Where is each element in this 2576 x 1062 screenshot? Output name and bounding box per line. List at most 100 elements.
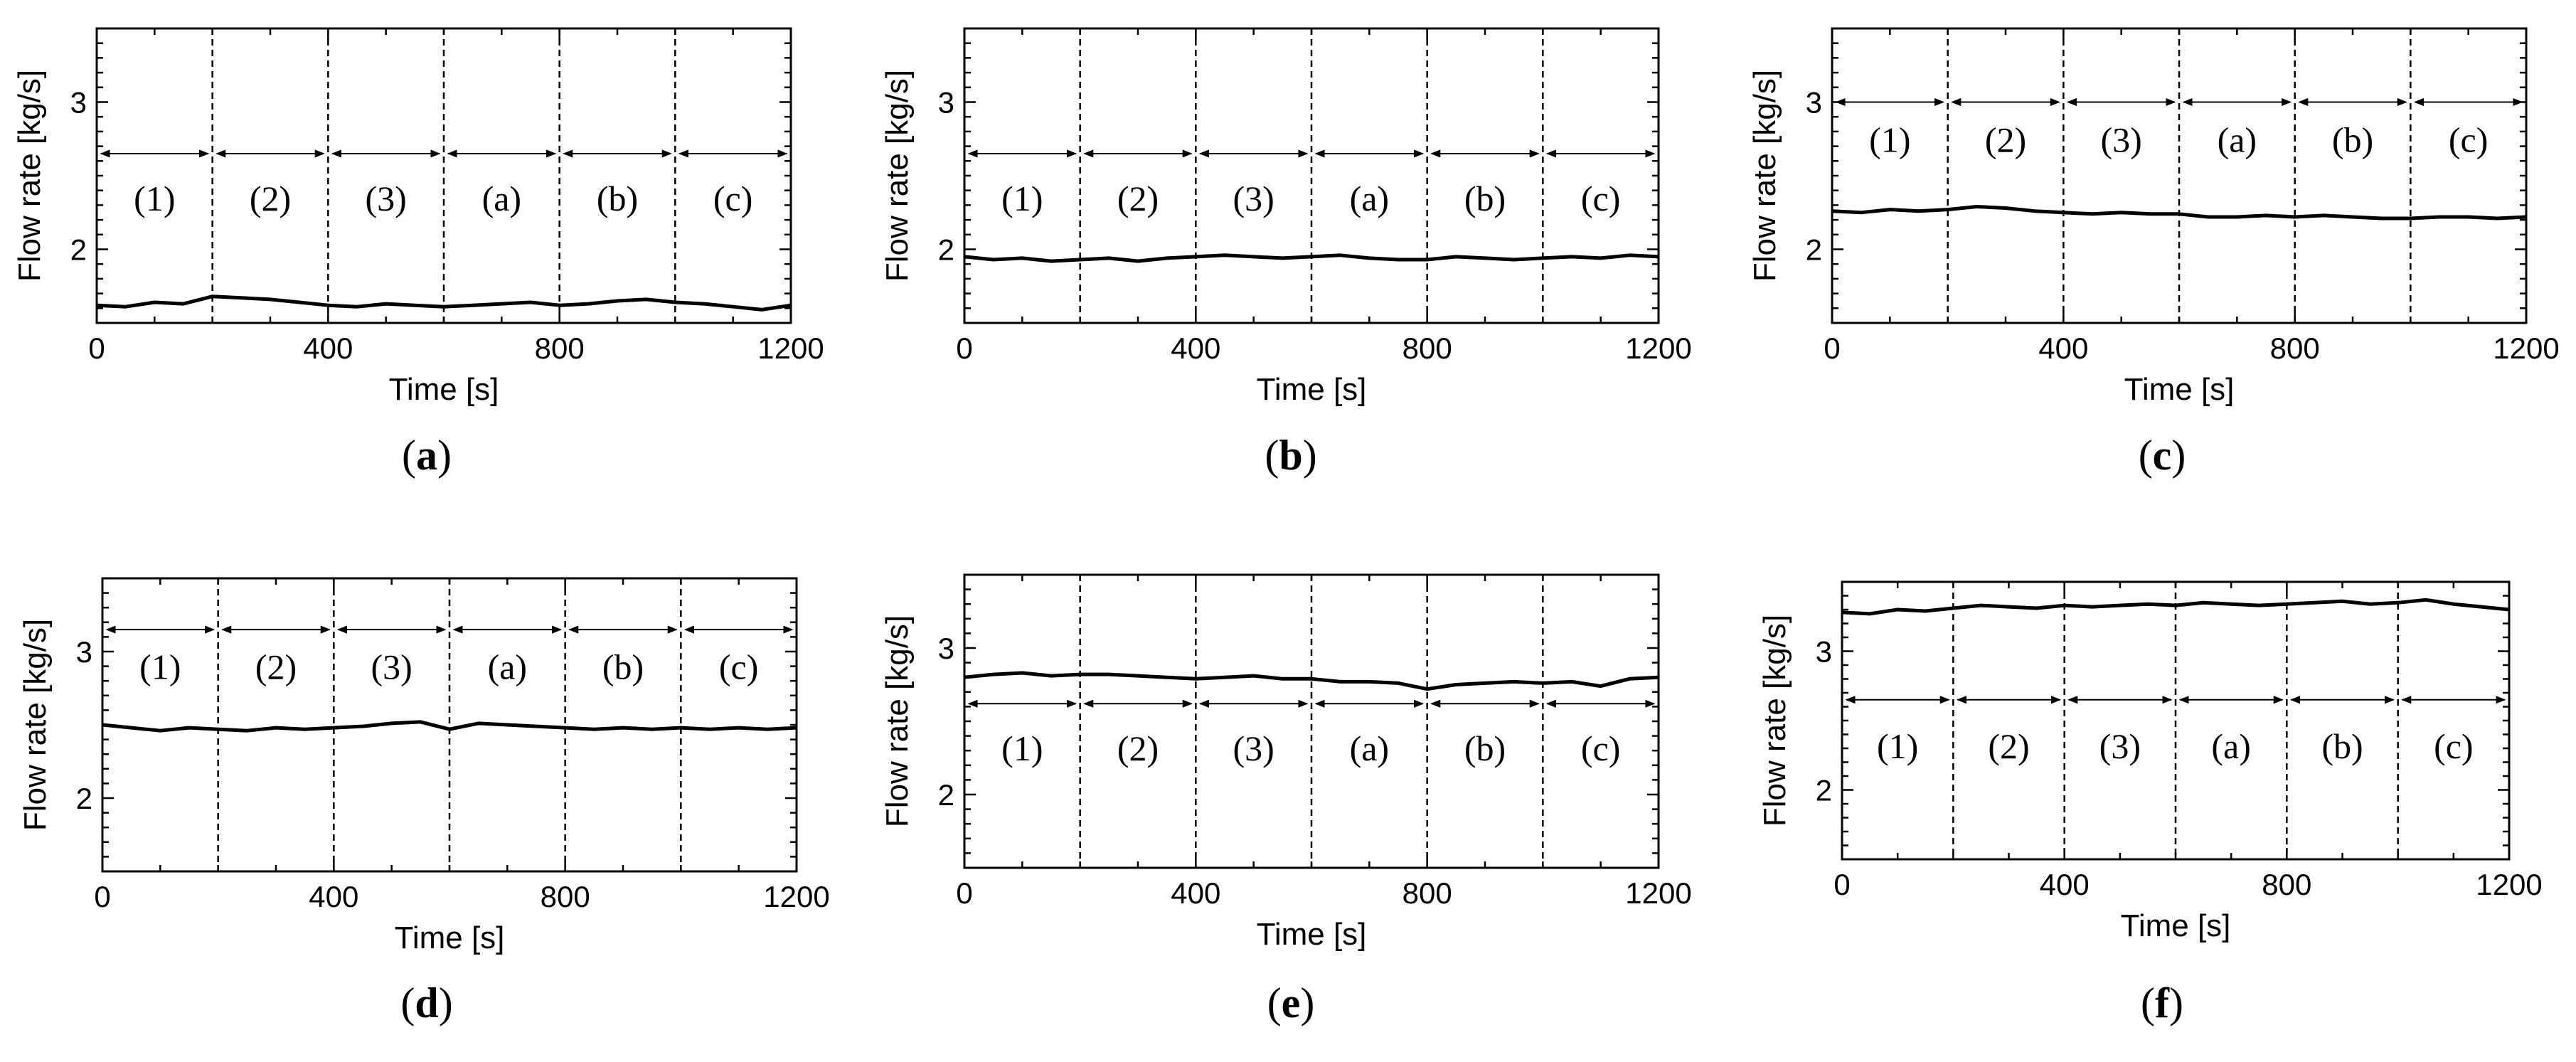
y-tick-label: 2	[76, 782, 92, 815]
flow-rate-series-line	[96, 294, 792, 312]
x-tick-label: 800	[535, 331, 585, 365]
y-tick-label: 3	[70, 86, 87, 120]
segment-label: (2)	[1988, 726, 2029, 766]
segment-label: (3)	[366, 179, 407, 218]
x-tick-label: 0	[956, 331, 972, 365]
segment-label: (a)	[488, 647, 528, 687]
x-tick-label: 1200	[763, 880, 829, 913]
panel-caption: (c)	[2139, 432, 2186, 479]
x-tick-label: 400	[1171, 331, 1220, 365]
y-tick-label: 3	[938, 86, 954, 120]
segment-label: (2)	[1117, 179, 1159, 218]
segment-label: (c)	[2434, 726, 2474, 766]
x-axis-label: Time [s]	[389, 372, 499, 407]
x-tick-label: 400	[2040, 868, 2090, 901]
y-axis-label: Flow rate [kg/s]	[1757, 615, 1792, 827]
x-tick-label: 1200	[757, 331, 824, 365]
x-tick-label: 1200	[1625, 331, 1691, 365]
panel-d: 0 400 800 1200 2 3 Time [s] Flow rate [kg/s] (1)…	[18, 577, 830, 1026]
segment-label: (c)	[2449, 120, 2489, 159]
x-tick-label: 1200	[1625, 876, 1691, 910]
y-tick-label: 3	[76, 635, 92, 669]
y-tick-label: 3	[1816, 635, 1832, 669]
segment-label: (a)	[482, 179, 522, 218]
segment-label: (b)	[1464, 728, 1506, 768]
x-axis-label: Time [s]	[395, 920, 505, 955]
segment-label: (c)	[1581, 179, 1621, 218]
x-axis-label: Time [s]	[1257, 917, 1367, 952]
segment-label: (3)	[371, 647, 413, 687]
segment-label: (b)	[602, 647, 644, 687]
segment-label: (2)	[255, 647, 297, 687]
x-tick-label: 0	[94, 880, 110, 913]
segment-label: (2)	[1117, 728, 1159, 768]
segment-label: (1)	[1877, 726, 1918, 766]
y-tick-label: 2	[1806, 233, 1822, 267]
flow-rate-series-line	[964, 671, 1659, 691]
segment-label: (3)	[1233, 179, 1274, 218]
y-tick-label: 2	[70, 233, 87, 267]
flow-rate-series-line	[102, 720, 797, 733]
segment-label: (2)	[1985, 120, 2026, 159]
x-tick-label: 800	[541, 880, 590, 913]
y-axis-label: Flow rate [kg/s]	[1747, 70, 1782, 282]
x-tick-label: 400	[2038, 331, 2088, 365]
segment-label: (1)	[1001, 179, 1043, 218]
panel-c: 0 400 800 1200 2 3 Time [s] Flow rate [kg/s] (1)…	[1747, 27, 2560, 479]
flow-rate-series-line	[1841, 598, 2510, 616]
segment-label: (3)	[2099, 726, 2141, 766]
segment-label: (1)	[134, 179, 175, 218]
y-axis-label: Flow rate [kg/s]	[12, 70, 47, 282]
panel-f: 0 400 800 1200 2 3 Time [s] Flow rate [kg/s] (1)…	[1757, 580, 2543, 1026]
segment-label: (3)	[1233, 728, 1274, 768]
panel-caption: (a)	[402, 432, 452, 479]
segment-label: (1)	[1869, 120, 1910, 159]
y-axis-label: Flow rate [kg/s]	[18, 619, 53, 831]
x-tick-label: 1200	[2476, 868, 2542, 901]
x-tick-label: 0	[1824, 331, 1840, 365]
x-tick-label: 400	[309, 880, 358, 913]
y-tick-label: 2	[1816, 774, 1832, 807]
flow-rate-series-line	[1831, 205, 2527, 221]
x-tick-label: 800	[2262, 868, 2311, 901]
segment-label: (1)	[139, 647, 181, 687]
x-tick-label: 800	[1403, 876, 1452, 910]
x-tick-label: 400	[303, 331, 353, 365]
x-tick-label: 400	[1171, 876, 1220, 910]
y-tick-label: 3	[1806, 86, 1822, 120]
x-tick-label: 0	[88, 331, 105, 365]
panel-caption: (b)	[1265, 432, 1316, 479]
panel-caption: (d)	[400, 979, 452, 1026]
y-tick-label: 2	[938, 778, 954, 812]
y-axis-label: Flow rate [kg/s]	[880, 70, 915, 282]
segment-label: (c)	[1581, 728, 1621, 768]
segment-label: (a)	[2211, 726, 2251, 766]
y-axis-label: Flow rate [kg/s]	[880, 615, 915, 827]
segment-label: (a)	[1350, 179, 1390, 218]
x-axis-label: Time [s]	[2121, 908, 2231, 943]
x-tick-label: 0	[1833, 868, 1850, 901]
segment-label: (3)	[2101, 120, 2142, 159]
panel-a: 0 400 800 1200 2 3 Time [s] Flow rate [kg/s] (1)…	[12, 27, 824, 479]
x-tick-label: 0	[956, 876, 972, 910]
x-axis-label: Time [s]	[2124, 372, 2235, 407]
x-axis-label: Time [s]	[1257, 372, 1367, 407]
x-tick-label: 800	[2270, 331, 2320, 365]
segment-label: (b)	[1464, 179, 1506, 218]
segment-label: (c)	[719, 647, 759, 687]
y-tick-label: 3	[938, 632, 954, 665]
panel-caption: (e)	[1267, 979, 1315, 1026]
segment-label: (1)	[1001, 728, 1043, 768]
flow-rate-series-line	[964, 253, 1659, 263]
panel-caption: (f)	[2141, 979, 2183, 1026]
segment-label: (c)	[713, 179, 753, 218]
segment-label: (a)	[1350, 728, 1390, 768]
panel-e: 0 400 800 1200 2 3 Time [s] Flow rate [kg/s] (1)…	[880, 573, 1692, 1026]
panel-b: 0 400 800 1200 2 3 Time [s] Flow rate [kg/s] (1)…	[880, 27, 1692, 479]
segment-label: (b)	[597, 179, 638, 218]
segment-label: (b)	[2321, 726, 2363, 766]
y-tick-label: 2	[938, 233, 954, 267]
x-tick-label: 1200	[2493, 331, 2559, 365]
segment-label: (a)	[2218, 120, 2257, 159]
segment-label: (2)	[250, 179, 291, 218]
